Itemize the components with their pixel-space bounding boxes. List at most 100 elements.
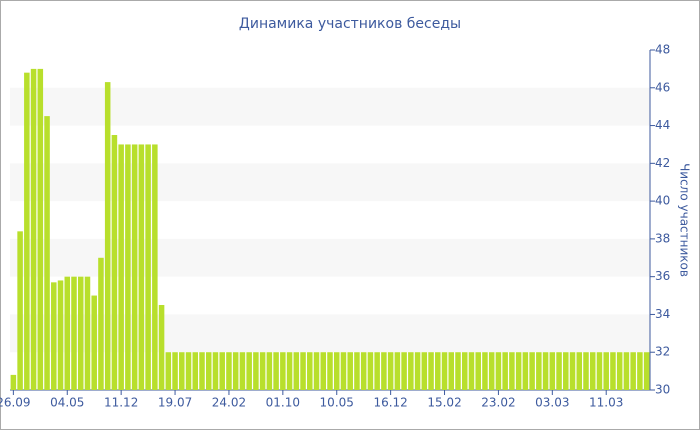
bar [542,352,549,390]
bar [556,352,562,390]
y-tick-label: 46 [655,80,670,94]
bar [414,352,421,390]
bar [509,352,515,390]
bar [583,352,589,390]
bar [24,72,30,391]
bar [441,352,448,390]
bar [630,352,636,390]
bar [226,352,232,390]
bar [320,352,327,390]
bar [515,352,522,390]
bar [17,231,23,390]
bar [10,374,17,390]
bar [589,352,596,390]
bar [253,352,259,390]
x-tick-label: 01.10 [266,396,300,410]
x-tick-label: 16.12 [373,396,407,410]
bar [360,352,367,390]
x-tick-label: 24.02 [212,396,246,410]
x-tick-label: 15.02 [427,396,461,410]
bar [401,352,407,390]
bar [259,352,266,390]
bar [347,352,353,390]
bar [118,144,124,390]
bar [273,352,279,390]
bar [488,352,495,390]
bar [468,352,475,390]
bar [219,352,225,390]
bar [549,352,556,390]
bar [502,352,508,390]
x-tick-label: 19.07 [158,396,192,410]
bar [192,352,199,390]
chart-title: Динамика участников беседы [239,16,461,32]
bar [280,352,286,390]
bar [610,352,616,390]
bar [333,352,340,390]
y-tick-label: 48 [655,43,670,57]
bar [482,352,488,390]
bar [603,352,609,390]
bar [475,352,481,390]
bar [158,305,165,390]
bar [455,352,461,390]
bar [428,352,434,390]
bar [293,352,300,390]
bar [643,352,650,390]
bar [387,352,394,390]
bar [300,352,306,390]
bar [448,352,455,390]
bar [77,276,84,390]
bar [286,352,293,390]
bar [205,352,212,390]
bar [435,352,441,390]
y-tick-label: 36 [655,269,670,283]
y-tick-label: 40 [655,194,670,208]
bar [30,68,37,390]
bar [179,352,185,390]
bar [57,280,64,390]
bar [165,352,172,390]
bar [131,144,138,390]
bar [71,276,77,390]
bar [138,144,145,390]
x-tick-label: 04.05 [50,396,84,410]
y-tick-label: 42 [655,156,670,170]
bar [495,352,502,390]
bar [367,352,374,390]
y-tick-label: 32 [655,345,670,359]
bar [44,116,50,390]
bar [374,352,380,390]
y-tick-label: 44 [655,118,670,132]
bar [152,144,158,390]
bar [529,352,535,390]
bar [576,352,583,390]
bar [637,352,643,390]
x-tick-label: 11.03 [589,396,623,410]
bar [239,352,246,390]
bar [91,295,97,390]
bar [536,352,542,390]
bar [199,352,205,390]
bar [313,352,320,390]
bar [563,352,569,390]
bar [421,352,428,390]
y-tick-label: 30 [655,383,670,397]
bar [354,352,360,390]
bar [98,257,104,390]
bar [394,352,401,390]
x-tick-label: 26.09 [0,396,31,410]
bar [185,352,192,390]
bar [64,276,71,390]
bar [522,352,529,390]
bar [84,276,91,390]
bar [145,144,151,390]
bar [461,352,468,390]
bar [569,352,576,390]
y-tick-label: 34 [655,307,670,321]
bar [212,352,219,390]
grid-band [10,87,650,126]
x-tick-label: 10.05 [320,396,354,410]
bar [111,135,118,390]
